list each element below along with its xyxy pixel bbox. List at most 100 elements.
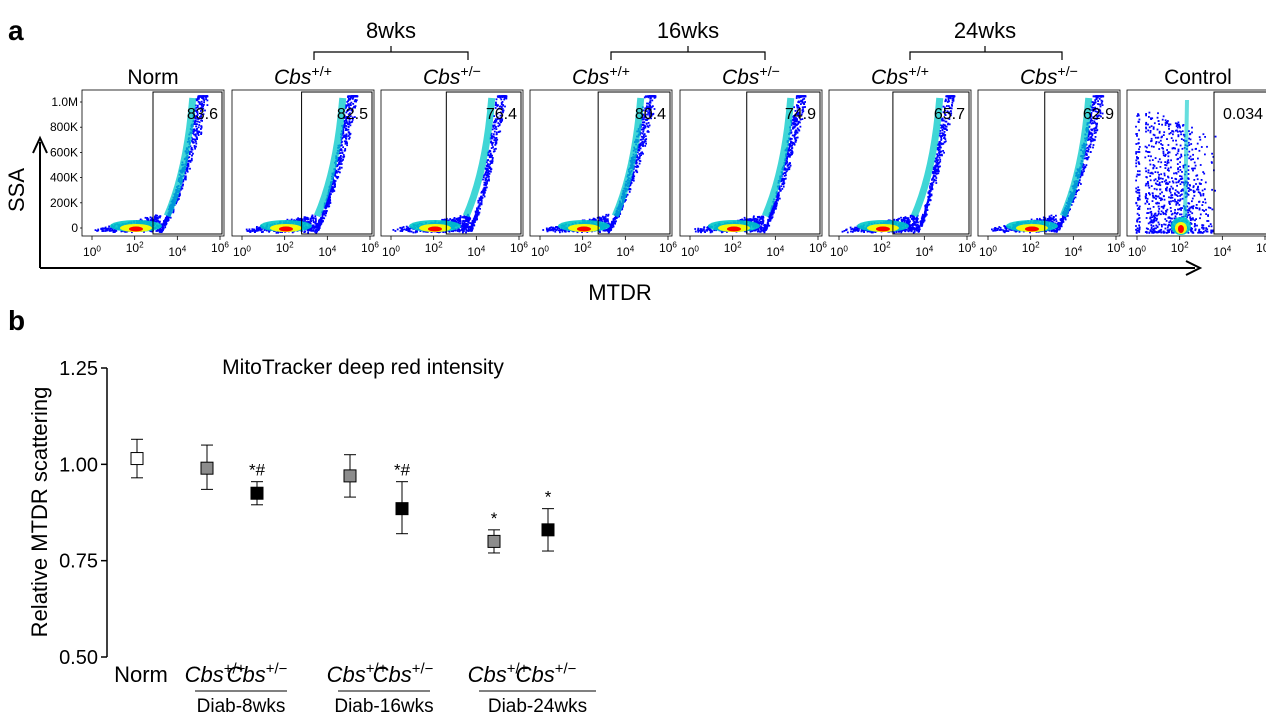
x-tick-label: 100 (1128, 244, 1146, 259)
x-category-label-4-sup: +/− (412, 661, 434, 678)
x-tick-label-main: 10 (873, 241, 887, 255)
flow-plot-title-0-main: Norm (127, 66, 178, 89)
significance-annotation: *# (394, 461, 411, 480)
density-peak (875, 226, 890, 232)
chart-group-labels: Diab-8wks Diab-16wks Diab-24wks (195, 690, 596, 717)
x-tick-label-sup: 0 (843, 244, 848, 253)
density-ridge (910, 97, 944, 218)
x-tick-label-sup: 0 (694, 244, 699, 253)
x-tick-label-main: 10 (233, 245, 247, 259)
x-category-label-1-sup: +/+ (224, 661, 246, 678)
x-tick-label-sup: 2 (587, 240, 592, 249)
flow-plot-title-6-sup: +/− (1057, 64, 1078, 80)
density-peak (726, 226, 741, 232)
ssa-axis-arrow (32, 135, 48, 154)
x-tick-label-main: 10 (1213, 245, 1227, 259)
x-tick-label: 100 (382, 244, 400, 259)
x-tick-label-main: 10 (1128, 245, 1142, 259)
x-category-label-5-sup: +/+ (507, 661, 529, 678)
panel-a-axes: SSA MTDR (4, 135, 1203, 305)
significance-annotation: *# (249, 461, 266, 480)
flow-gate (597, 91, 671, 235)
x-tick-label-main: 10 (809, 241, 823, 255)
chart-y-tick-label: 0.50 (59, 647, 98, 669)
x-tick-label-main: 10 (616, 245, 630, 259)
flow-plot-title-5-sup: +/+ (908, 64, 929, 80)
x-tick-label-main: 10 (425, 241, 439, 255)
x-tick-label-main: 10 (1064, 245, 1078, 259)
flow-plot-title-6-main: Cbs (1020, 66, 1058, 89)
x-tick-label-sup: 6 (822, 240, 827, 249)
x-tick-label-main: 10 (681, 245, 695, 259)
x-tick-label-sup: 4 (481, 244, 486, 253)
flow-plot-title-2-sup: +/− (460, 64, 481, 80)
data-point-2: *# (249, 461, 266, 506)
flow-plot-title-7: Control (1164, 66, 1232, 89)
x-tick-label-main: 10 (510, 241, 524, 255)
flow-plot-title-4-sup: +/− (759, 64, 780, 80)
x-tick-label-main: 10 (126, 241, 140, 255)
data-point-4: *# (394, 461, 411, 535)
chart-y-tick-label: 1.00 (59, 454, 98, 476)
x-category-label-6-sup: +/− (555, 661, 577, 678)
data-point-5: * (487, 509, 501, 554)
x-tick-label: 102 (1171, 240, 1189, 255)
x-category-label-2-sup: +/− (266, 661, 288, 678)
ssa-y-tick-label: 600K (50, 145, 78, 159)
chart-y-tick-label: 0.75 (59, 551, 98, 573)
x-tick-label-sup: 6 (374, 240, 379, 249)
x-tick-label: 102 (276, 240, 294, 255)
x-category-label-0: Norm (114, 662, 168, 687)
x-tick-label-sup: 2 (1184, 240, 1189, 249)
ssa-y-tick-label: 400K (50, 171, 78, 185)
x-tick-label: 102 (425, 240, 443, 255)
point-marker (541, 523, 555, 537)
x-tick-label-main: 10 (659, 241, 673, 255)
density-ridge (462, 97, 496, 218)
x-tick-label: 100 (83, 244, 101, 259)
x-tick-label-sup: 6 (224, 240, 229, 249)
flow-plot-title-6: Cbs+/− (1020, 64, 1078, 89)
density-ridge (163, 97, 197, 218)
x-tick-label: 106 (809, 240, 827, 255)
x-tick-label-sup: 4 (780, 244, 785, 253)
x-tick-label-sup: 4 (332, 244, 337, 253)
x-tick-label-main: 10 (83, 245, 97, 259)
panel-label-a: a (8, 15, 24, 46)
x-tick-label-main: 10 (724, 241, 738, 255)
x-tick-label: 104 (1064, 244, 1082, 259)
significance-annotation: * (545, 488, 552, 507)
group-bracket-24wks (909, 46, 1063, 60)
x-tick-label-sup: 4 (630, 244, 635, 253)
ssa-y-tick-label: 1.0M (51, 95, 78, 109)
x-tick-label-sup: 6 (523, 240, 528, 249)
x-tick-label-sup: 4 (929, 244, 934, 253)
flow-plot-title-7-main: Control (1164, 66, 1232, 89)
flow-gate (301, 91, 373, 235)
gate-percentage: 76.4 (486, 106, 517, 123)
x-tick-label: 106 (958, 240, 976, 255)
x-tick-label: 100 (233, 244, 251, 259)
x-tick-label: 104 (318, 244, 336, 259)
group-bracket-8wks (313, 46, 469, 60)
flow-plot-title-3: Cbs+/+ (572, 64, 630, 89)
gate-percentage: 74.9 (785, 106, 816, 123)
gate-percentage: 62.9 (1083, 106, 1114, 123)
x-tick-label-main: 10 (1171, 241, 1185, 255)
x-tick-label: 106 (659, 240, 677, 255)
point-marker (200, 461, 214, 475)
flow-gate (445, 91, 522, 235)
flow-gate (746, 91, 821, 235)
x-category-label-5: Cbs+/+ (468, 661, 529, 687)
x-category-label-1-main: Cbs (185, 662, 224, 687)
x-tick-label-sup: 6 (1120, 240, 1125, 249)
x-tick-label-sup: 4 (1227, 244, 1232, 253)
density-peak (1177, 225, 1184, 233)
